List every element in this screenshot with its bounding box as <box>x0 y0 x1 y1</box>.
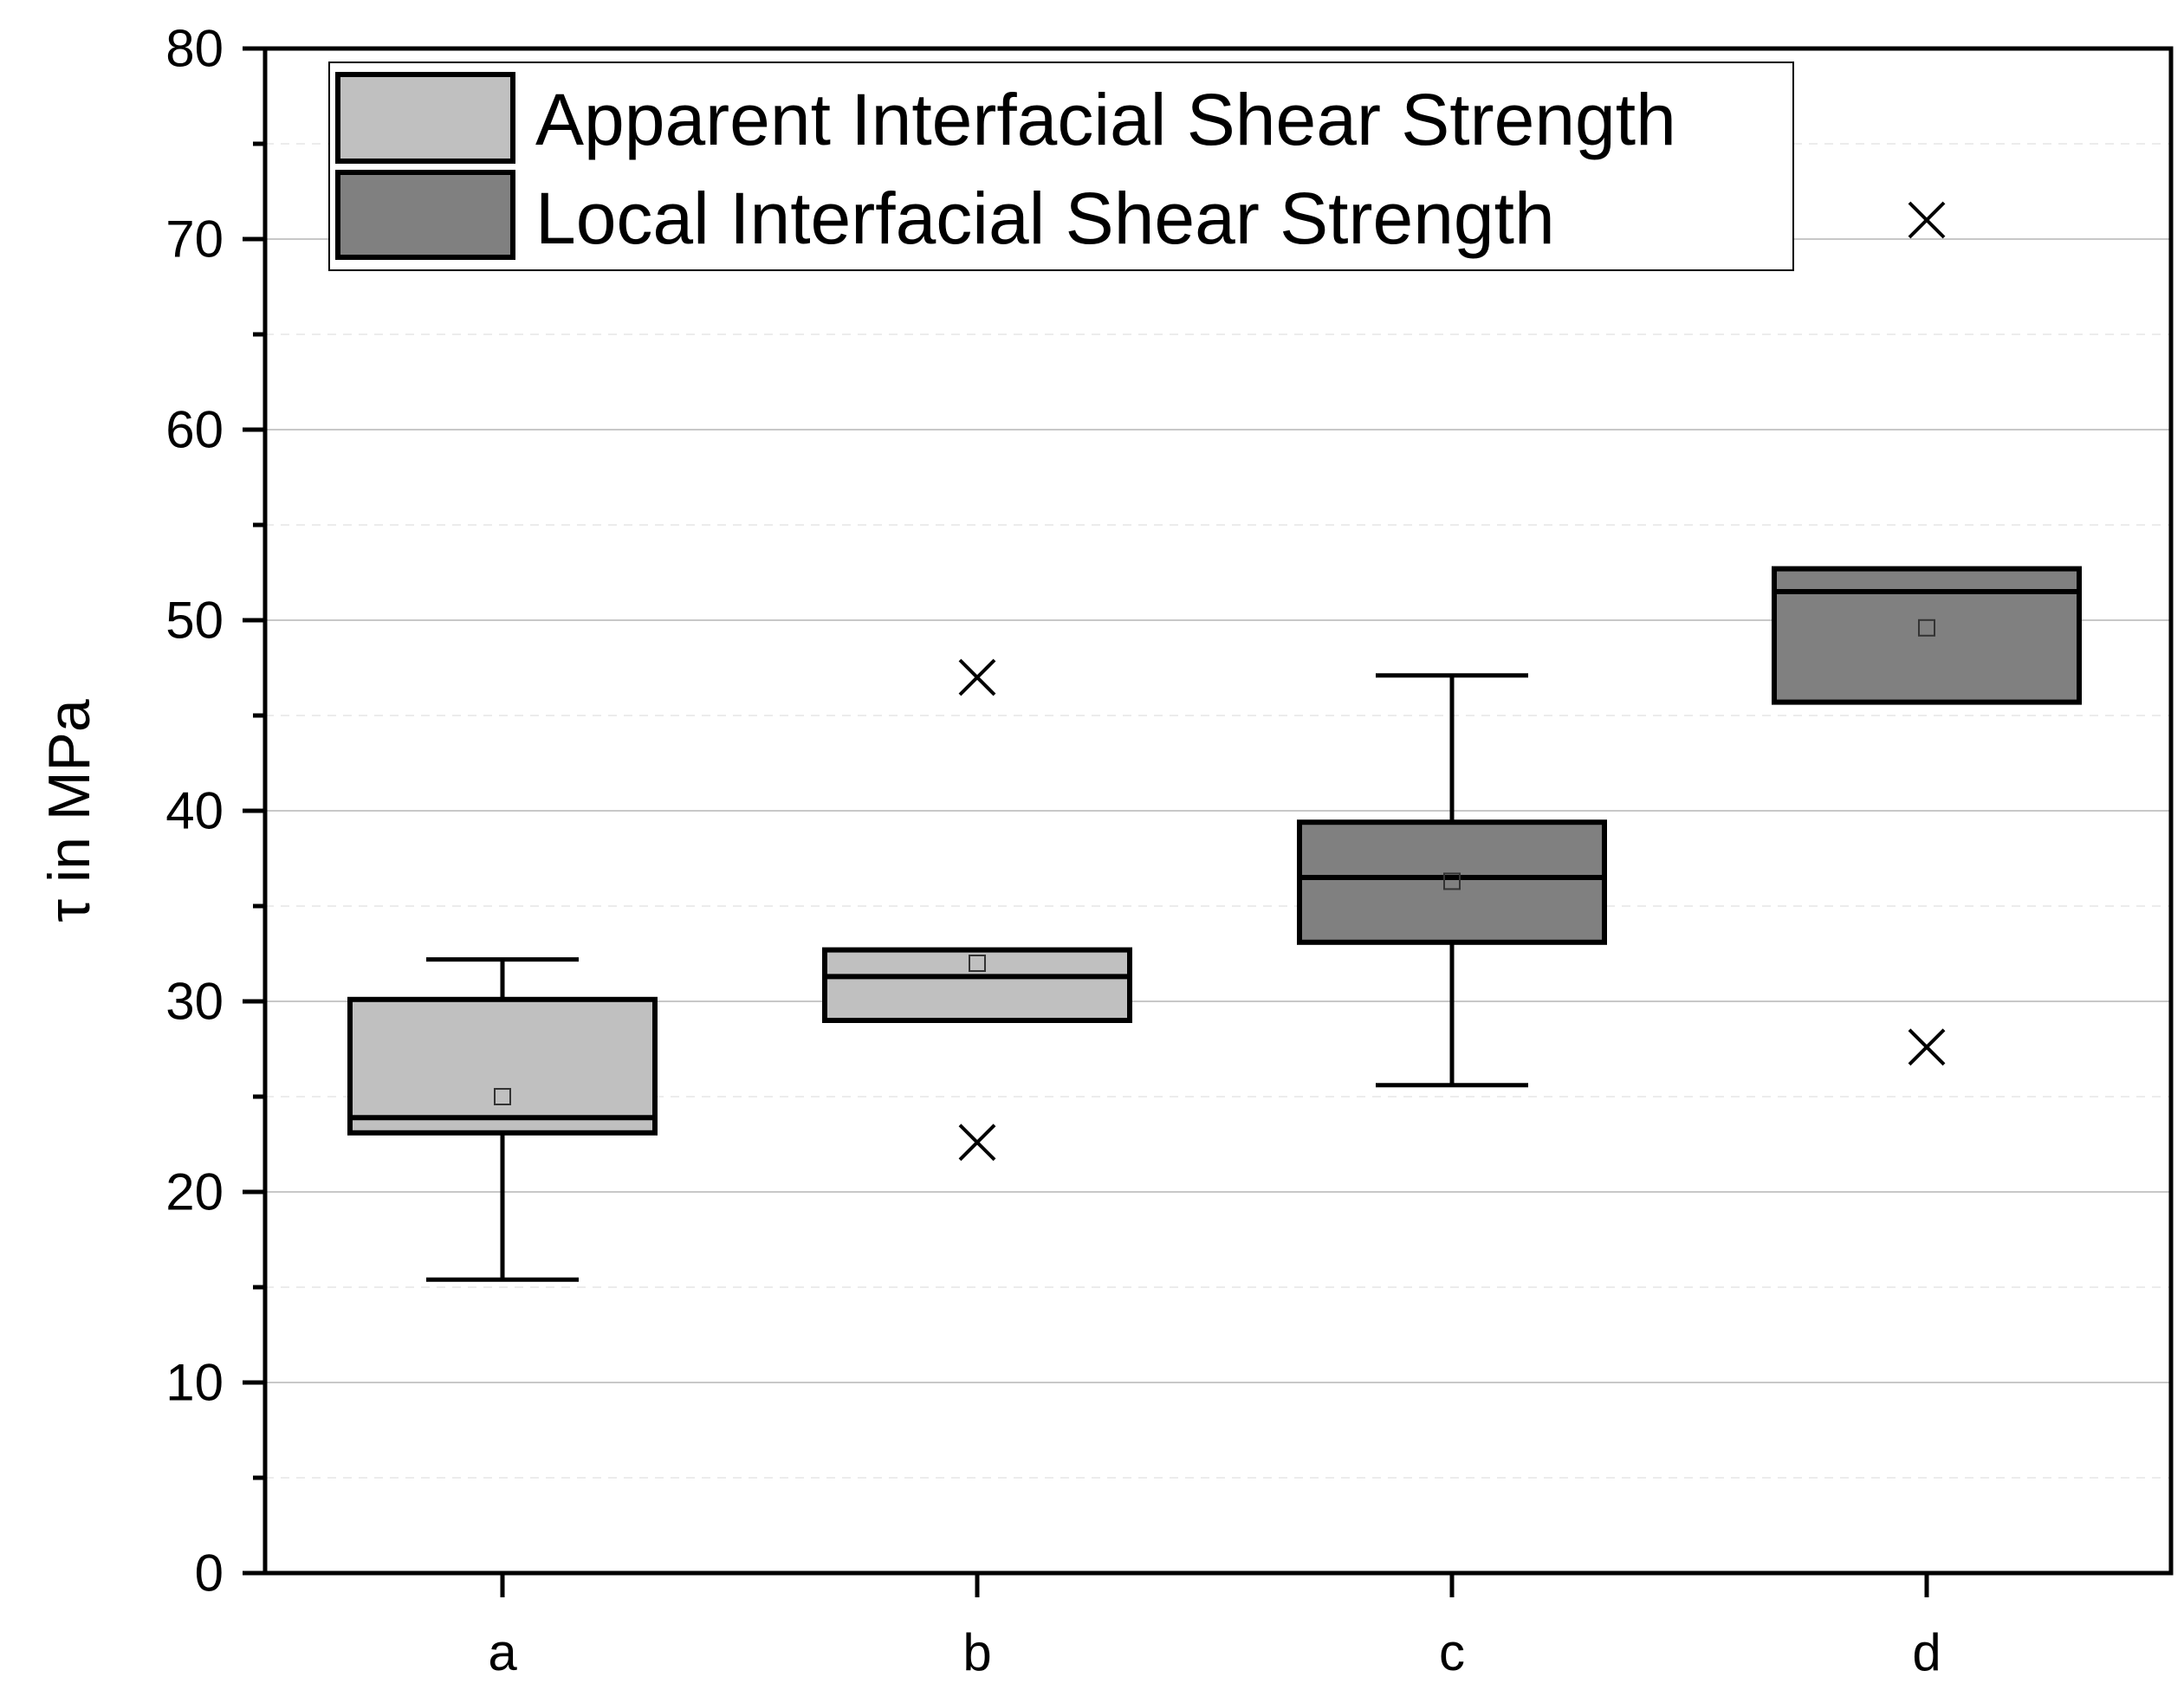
box-series <box>347 201 2082 1282</box>
legend-swatch-local <box>335 170 515 260</box>
outlier-marker <box>1908 1028 1946 1066</box>
legend-label-local: Local Interfacial Shear Strength <box>535 178 1555 259</box>
outlier-stroke <box>958 1123 996 1162</box>
y-tick-label: 70 <box>165 210 224 269</box>
y-tick-label: 50 <box>165 592 224 650</box>
box-a <box>347 957 658 1282</box>
outlier-stroke <box>1908 1028 1946 1066</box>
y-axis: 0 10 20 30 40 50 60 70 80 <box>165 20 265 1603</box>
x-tick-label-d: d <box>1912 1623 1941 1681</box>
outlier-stroke <box>1908 201 1946 239</box>
mean-marker <box>1918 618 1935 637</box>
y-tick-label: 10 <box>165 1354 224 1412</box>
mean-marker <box>494 1088 511 1105</box>
x-tick-label-c: c <box>1439 1623 1465 1681</box>
legend-label-apparent: Apparent Interfacial Shear Strength <box>535 79 1676 160</box>
legend-frame <box>328 62 1794 271</box>
box-d <box>1772 201 2082 1066</box>
y-axis-title: τ in MPa <box>36 699 102 923</box>
plot-frame <box>262 46 2174 1576</box>
box-iqr <box>347 996 658 1136</box>
outlier-stroke <box>958 658 996 696</box>
x-tick-label-a: a <box>488 1623 517 1681</box>
x-tick-label-b: b <box>962 1623 991 1681</box>
box-iqr <box>822 947 1132 1023</box>
x-axis: a b c d <box>488 1573 1941 1681</box>
mean-marker <box>969 955 986 972</box>
y-tick-label: 30 <box>165 973 224 1031</box>
outlier-marker <box>958 1123 996 1162</box>
legend-swatch-apparent <box>335 72 515 164</box>
y-tick-label: 0 <box>195 1544 224 1603</box>
outlier-marker <box>1908 201 1946 239</box>
y-tick-label: 60 <box>165 401 224 459</box>
y-tick-label: 40 <box>165 782 224 840</box>
y-tick-label: 80 <box>165 20 224 78</box>
y-tick-label: 20 <box>165 1163 224 1221</box>
mean-marker <box>1443 872 1461 890</box>
box-iqr <box>1297 819 1607 945</box>
box-c <box>1297 673 1607 1088</box>
box-b <box>822 658 1132 1162</box>
outlier-marker <box>958 658 996 696</box>
legend: Apparent Interfacial Shear Strength Loca… <box>328 62 1794 271</box>
